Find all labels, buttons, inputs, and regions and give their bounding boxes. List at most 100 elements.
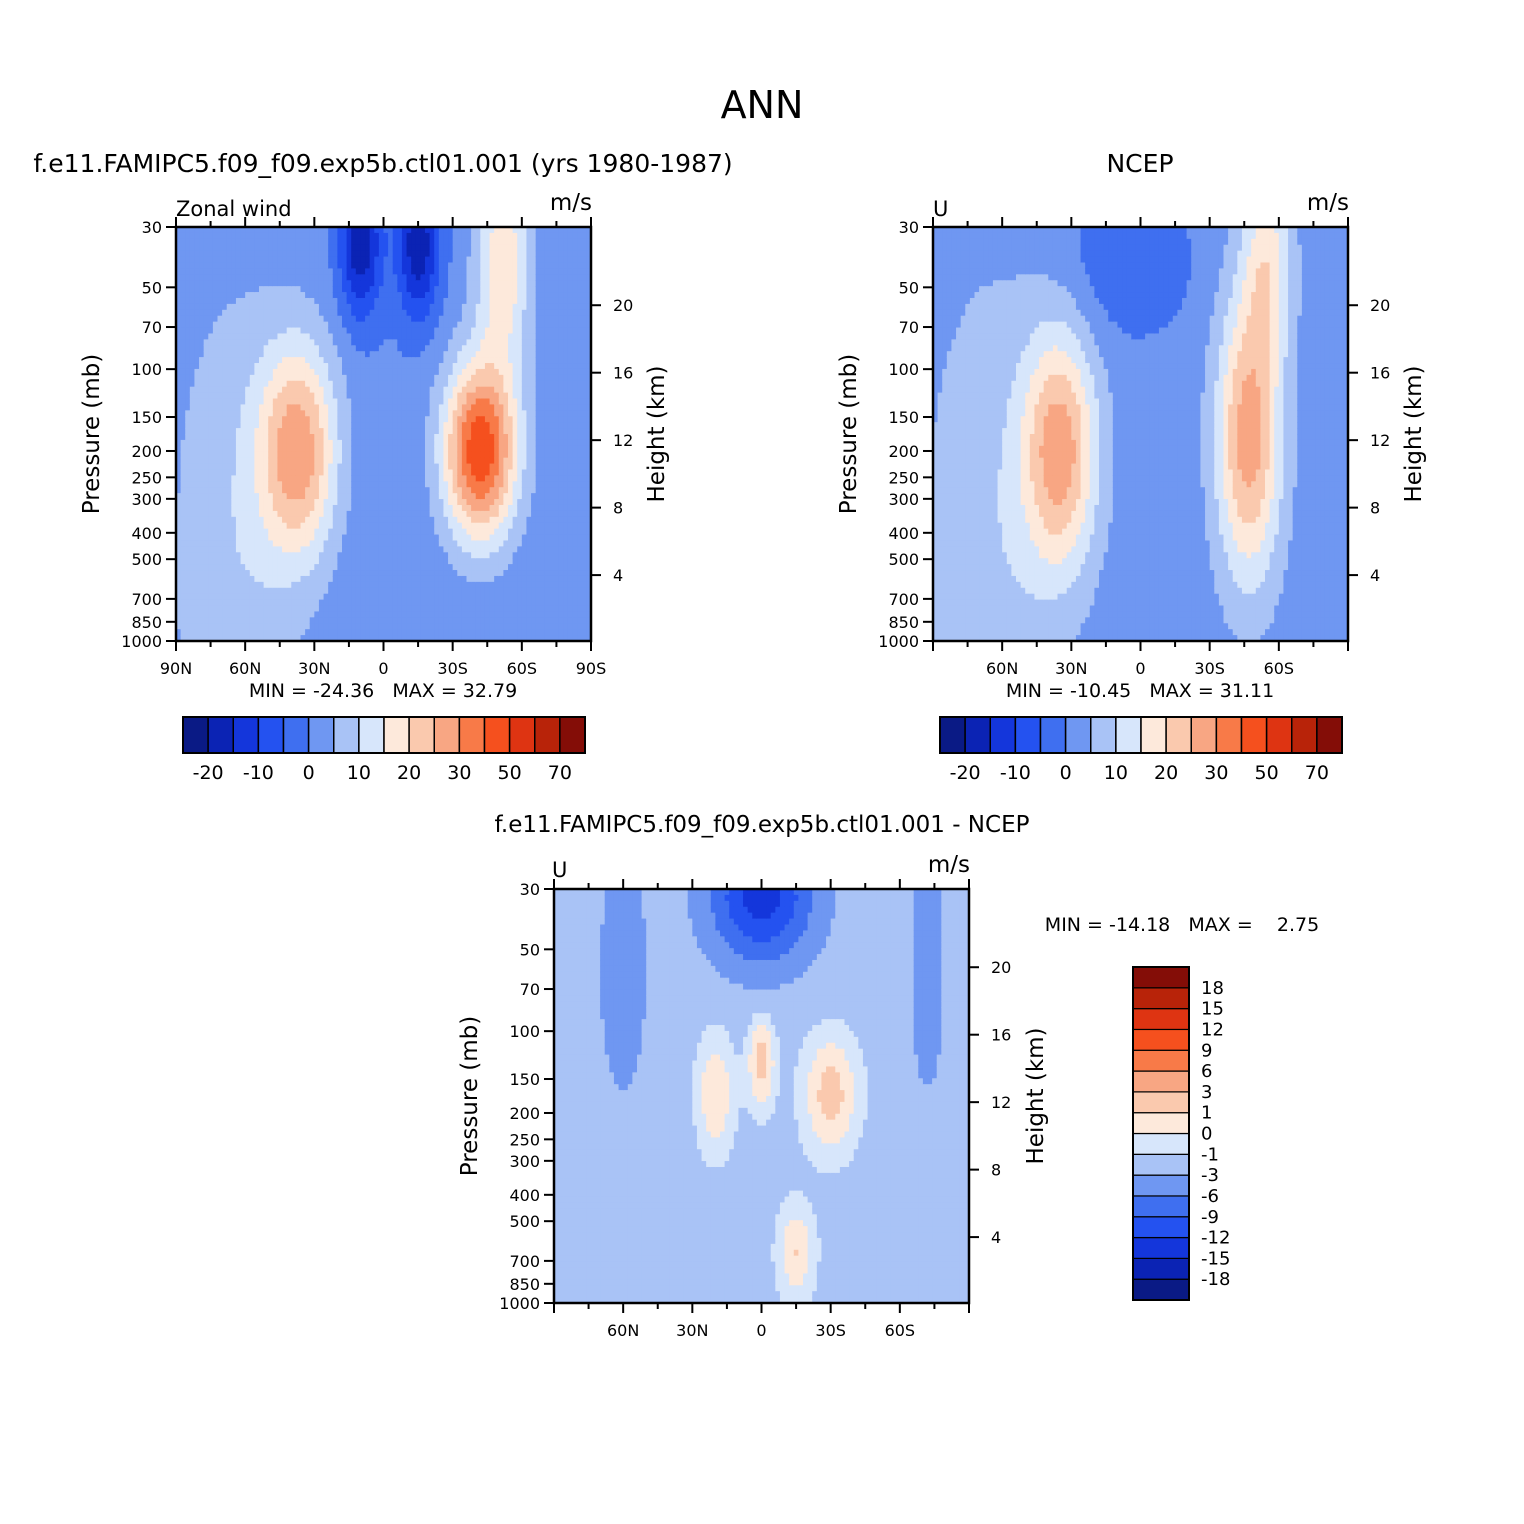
latitude-tick-label: 60S: [507, 659, 538, 678]
colorbar-label: 6: [1201, 1061, 1212, 1082]
latitude-tick-label: 30N: [298, 659, 330, 678]
colorbar-swatch: [1132, 1112, 1190, 1135]
colorbar-label: 12: [1201, 1019, 1224, 1040]
colorbar-swatch: [1240, 716, 1268, 754]
colorbar-swatch: [1132, 987, 1190, 1010]
colorbar-swatch: [1132, 1174, 1190, 1197]
colorbar-swatch: [1165, 716, 1192, 754]
colorbar-label: 0: [1201, 1124, 1212, 1145]
colorbar-swatch: [1039, 716, 1067, 754]
obs-header: NCEP: [1106, 149, 1173, 178]
height-tick-label: 4: [613, 566, 623, 585]
diff-ylabel: Pressure (mb): [457, 1016, 483, 1176]
colorbar-swatch: [1064, 716, 1092, 754]
pressure-tick-label: 50: [899, 278, 919, 297]
model-units: m/s: [550, 190, 592, 216]
colorbar-swatch: [1132, 1049, 1190, 1072]
colorbar-swatch: [1132, 1278, 1190, 1301]
colorbar-swatch: [989, 716, 1017, 754]
colorbar-swatch: [182, 716, 209, 754]
latitude-tick-label: 60N: [986, 659, 1018, 678]
colorbar-swatch: [433, 716, 461, 754]
pressure-tick-label: 850: [509, 1275, 540, 1294]
colorbar-label: -9: [1201, 1207, 1219, 1228]
pressure-tick-label: 1000: [878, 632, 919, 651]
colorbar-swatch: [1132, 966, 1190, 989]
colorbar-swatch: [408, 716, 435, 754]
pressure-tick-label: 70: [142, 318, 162, 337]
height-tick-label: 4: [1370, 566, 1380, 585]
pressure-tick-label: 100: [888, 360, 919, 379]
model-colorbar: -20 -10 0 10 20 30 50 70: [182, 716, 586, 784]
height-tick-label: 16: [991, 1026, 1011, 1045]
pressure-tick-label: 30: [520, 880, 540, 899]
colorbar-swatch: [1190, 716, 1218, 754]
height-tick-label: 12: [1370, 431, 1390, 450]
panel-obs: NCEP U m/s 30507010015020025030040050070…: [836, 149, 1427, 784]
colorbar-label: 30: [1204, 762, 1228, 784]
colorbar-label: 18: [1201, 978, 1224, 999]
colorbar-swatch: [508, 716, 536, 754]
diff-units: m/s: [928, 852, 970, 878]
pressure-tick-label: 1000: [499, 1294, 540, 1313]
height-tick-label: 20: [991, 958, 1011, 977]
diff-header: f.e11.FAMIPC5.f09_f09.exp5b.ctl01.001 - …: [495, 812, 1030, 838]
height-tick-label: 20: [1370, 296, 1390, 315]
colorbar-label: -10: [1000, 762, 1031, 784]
colorbar-swatch: [1132, 1236, 1190, 1259]
colorbar-label: 70: [1305, 762, 1329, 784]
colorbar-swatch: [458, 716, 486, 754]
diff-stats: MIN = -14.18 MAX = 2.75: [1045, 914, 1319, 936]
latitude-tick-label: 30N: [676, 1321, 708, 1340]
height-tick-label: 8: [613, 499, 623, 518]
obs-colorbar: -20 -10 0 10 20 30 50 70: [939, 716, 1343, 784]
colorbar-label: 9: [1201, 1040, 1212, 1061]
latitude-tick-label: 30S: [815, 1321, 846, 1340]
colorbar-swatch: [1132, 1091, 1190, 1114]
latitude-tick-label: 30S: [437, 659, 468, 678]
colorbar-label: -20: [193, 762, 224, 784]
colorbar-label: 0: [303, 762, 315, 784]
latitude-tick-label: 90N: [160, 659, 192, 678]
obs-title-left: U: [933, 197, 948, 221]
diff-title-left: U: [552, 858, 567, 882]
pressure-tick-label: 250: [888, 468, 919, 487]
pressure-tick-label: 250: [509, 1130, 540, 1149]
latitude-tick-label: 0: [378, 659, 388, 678]
colorbar-label: 20: [397, 762, 421, 784]
height-tick-label: 4: [991, 1228, 1001, 1247]
pressure-tick-label: 150: [131, 408, 162, 427]
colorbar-label: 10: [1104, 762, 1128, 784]
colorbar-label: -1: [1201, 1144, 1219, 1165]
model-field: [176, 227, 592, 642]
colorbar-swatch: [534, 716, 561, 754]
height-tick-label: 8: [1370, 499, 1380, 518]
latitude-tick-label: 30S: [1194, 659, 1225, 678]
pressure-tick-label: 400: [888, 524, 919, 543]
colorbar-swatch: [1316, 716, 1343, 754]
latitude-tick-label: 90S: [576, 659, 607, 678]
obs-ylabel: Pressure (mb): [836, 354, 862, 514]
colorbar-label: 10: [347, 762, 371, 784]
colorbar-label: 70: [548, 762, 572, 784]
colorbar-swatch: [333, 716, 360, 754]
colorbar-swatch: [1265, 716, 1293, 754]
colorbar-swatch: [383, 716, 410, 754]
model-title-left: Zonal wind: [176, 197, 292, 221]
colorbar-swatch: [1291, 716, 1318, 754]
colorbar-swatch: [1140, 716, 1167, 754]
colorbar-label: 50: [1255, 762, 1279, 784]
pressure-tick-label: 700: [509, 1252, 540, 1271]
colorbar-label: -18: [1201, 1269, 1230, 1290]
panel-diff: f.e11.FAMIPC5.f09_f09.exp5b.ctl01.001 - …: [457, 812, 1319, 1340]
pressure-tick-label: 500: [888, 550, 919, 569]
pressure-tick-label: 150: [888, 408, 919, 427]
model-stats: MIN = -24.36 MAX = 32.79: [249, 680, 517, 702]
height-tick-label: 16: [613, 364, 633, 383]
latitude-tick-label: 30N: [1055, 659, 1087, 678]
colorbar-label: 30: [447, 762, 471, 784]
model-header: f.e11.FAMIPC5.f09_f09.exp5b.ctl01.001 (y…: [33, 149, 732, 178]
model-ylabel-right: Height (km): [644, 365, 670, 502]
